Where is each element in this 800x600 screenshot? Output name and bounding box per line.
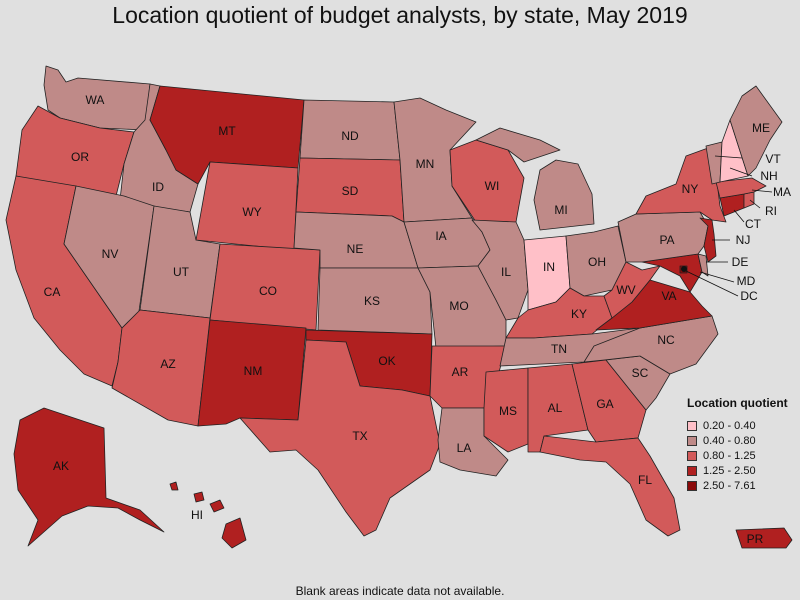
legend-label: 0.80 - 1.25: [703, 449, 756, 462]
legend-item: 0.20 - 0.40: [687, 418, 799, 433]
state-ma[interactable]: [715, 177, 767, 199]
state-label-mn: MN: [416, 157, 435, 171]
state-or[interactable]: [15, 105, 135, 197]
state-label-va: VA: [661, 289, 676, 303]
state-label-ma: MA: [773, 185, 791, 199]
legend-swatch: [687, 480, 697, 491]
state-label-wa: WA: [86, 93, 105, 107]
state-pr[interactable]: [735, 527, 793, 549]
legend-title: Location quotient: [687, 396, 788, 410]
legend-swatch: [687, 435, 697, 446]
state-label-ga: GA: [596, 397, 613, 411]
state-mt[interactable]: [149, 85, 305, 185]
state-label-vt: VT: [765, 152, 781, 166]
legend-label: 2.50 - 7.61: [703, 479, 756, 492]
footnote: Blank areas indicate data not available.: [295, 584, 505, 598]
state-label-oh: OH: [588, 255, 606, 269]
legend-swatch: [687, 450, 697, 461]
state-label-dc: DC: [740, 289, 758, 303]
state-label-nh: NH: [760, 169, 777, 183]
state-label-pr: PR: [747, 532, 764, 546]
state-label-sc: SC: [632, 366, 649, 380]
legend-label: 0.40 - 0.80: [703, 434, 756, 447]
state-label-az: AZ: [160, 357, 175, 371]
state-label-me: ME: [752, 121, 770, 135]
state-label-tx: TX: [352, 429, 367, 443]
state-label-il: IL: [501, 265, 511, 279]
state-label-id: ID: [152, 180, 164, 194]
state-label-ri: RI: [765, 204, 777, 218]
state-label-wi: WI: [485, 179, 500, 193]
state-label-ny: NY: [682, 182, 699, 196]
state-mi[interactable]: [475, 127, 595, 231]
state-label-fl: FL: [638, 473, 652, 487]
state-label-ms: MS: [499, 404, 517, 418]
state-label-ca: CA: [44, 285, 61, 299]
state-label-wv: WV: [616, 283, 635, 297]
legend-item: 1.25 - 2.50: [687, 463, 799, 478]
state-label-tn: TN: [551, 342, 567, 356]
state-label-wy: WY: [242, 205, 261, 219]
state-il[interactable]: [471, 219, 529, 321]
state-label-in: IN: [543, 260, 555, 274]
state-label-nc: NC: [657, 333, 675, 347]
state-label-sd: SD: [342, 184, 359, 198]
state-label-mo: MO: [449, 299, 468, 313]
state-label-ne: NE: [347, 242, 364, 256]
state-ri[interactable]: [743, 191, 755, 209]
state-fl[interactable]: [539, 435, 681, 537]
state-label-nm: NM: [244, 364, 263, 378]
state-label-ar: AR: [452, 365, 469, 379]
state-label-mt: MT: [218, 124, 236, 138]
state-label-ks: KS: [364, 294, 380, 308]
dc-marker: [681, 266, 687, 272]
state-label-ct: CT: [745, 217, 762, 231]
state-de[interactable]: [697, 253, 709, 277]
legend-item: 0.80 - 1.25: [687, 448, 799, 463]
legend-item: 0.40 - 0.80: [687, 433, 799, 448]
state-label-nj: NJ: [736, 233, 751, 247]
state-tx[interactable]: [239, 339, 441, 537]
state-label-mi: MI: [554, 203, 567, 217]
state-ks[interactable]: [317, 267, 433, 335]
state-label-or: OR: [71, 150, 89, 164]
legend-swatch: [687, 465, 697, 476]
legend-label: 0.20 - 0.40: [703, 419, 756, 432]
legend-item: 2.50 - 7.61: [687, 478, 799, 493]
state-label-pa: PA: [659, 233, 674, 247]
state-label-ut: UT: [173, 265, 190, 279]
state-label-md: MD: [737, 274, 756, 288]
state-label-de: DE: [732, 255, 749, 269]
state-label-ak: AK: [53, 459, 69, 473]
state-label-al: AL: [548, 401, 563, 415]
state-label-la: LA: [457, 441, 472, 455]
state-label-ok: OK: [378, 354, 395, 368]
map-title: Location quotient of budget analysts, by…: [112, 2, 688, 28]
state-hi[interactable]: [169, 481, 247, 549]
state-label-co: CO: [259, 284, 277, 298]
legend-label: 1.25 - 2.50: [703, 464, 756, 477]
legend-swatch: [687, 420, 697, 431]
state-label-ia: IA: [435, 229, 446, 243]
state-label-hi: HI: [191, 508, 203, 522]
state-label-ky: KY: [571, 307, 587, 321]
state-nj[interactable]: [699, 217, 717, 263]
state-label-nd: ND: [341, 129, 359, 143]
state-ak[interactable]: [13, 407, 165, 547]
state-label-nv: NV: [102, 247, 119, 261]
legend: Location quotient 0.20 - 0.40 0.40 - 0.80…: [687, 396, 799, 493]
